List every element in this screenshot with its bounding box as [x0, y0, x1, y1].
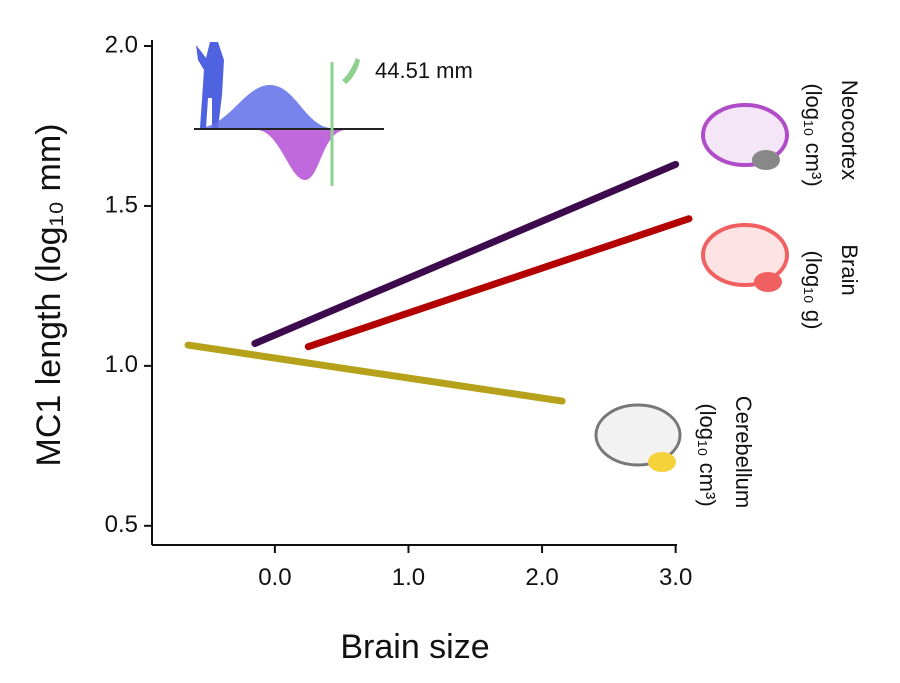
x-tick-label: 2.0	[525, 564, 558, 591]
y-axis-label: MC1 length (log₁₀ mm)	[30, 123, 68, 466]
annotation: 44.51 mm	[375, 58, 473, 83]
regression-line	[304, 215, 693, 351]
x-tick-label: 1.0	[392, 564, 425, 591]
y-tick-label: 1.5	[105, 191, 138, 218]
x-tick-label: 0.0	[258, 564, 291, 591]
brain-icon-part	[648, 452, 676, 472]
brain-icon	[594, 403, 682, 467]
x-axis-label: Brain size	[340, 628, 489, 666]
y-tick-label: 0.5	[105, 511, 138, 538]
y-tick-label: 2.0	[105, 31, 138, 58]
brain-icon-part	[754, 272, 782, 292]
y-tick-label: 1.0	[105, 351, 138, 378]
series-unit: (log₁₀ cm³)	[695, 403, 720, 506]
distribution	[200, 85, 330, 128]
bone-icon	[342, 58, 360, 84]
series-unit: (log₁₀ g)	[801, 251, 826, 330]
series-label: Neocortex	[837, 80, 862, 180]
brain-icon	[701, 223, 789, 287]
series-label: Brain	[837, 244, 862, 295]
regression-line	[184, 341, 566, 405]
brain-icon-part	[752, 150, 780, 170]
series-label: Cerebellum	[731, 396, 756, 509]
series-unit: (log₁₀ cm³)	[801, 83, 826, 186]
x-tick-label: 3.0	[659, 564, 692, 591]
human-icon	[196, 42, 224, 128]
distribution	[258, 130, 345, 180]
regression-line	[251, 160, 680, 347]
inset	[194, 42, 384, 186]
brain-icons	[594, 103, 789, 472]
